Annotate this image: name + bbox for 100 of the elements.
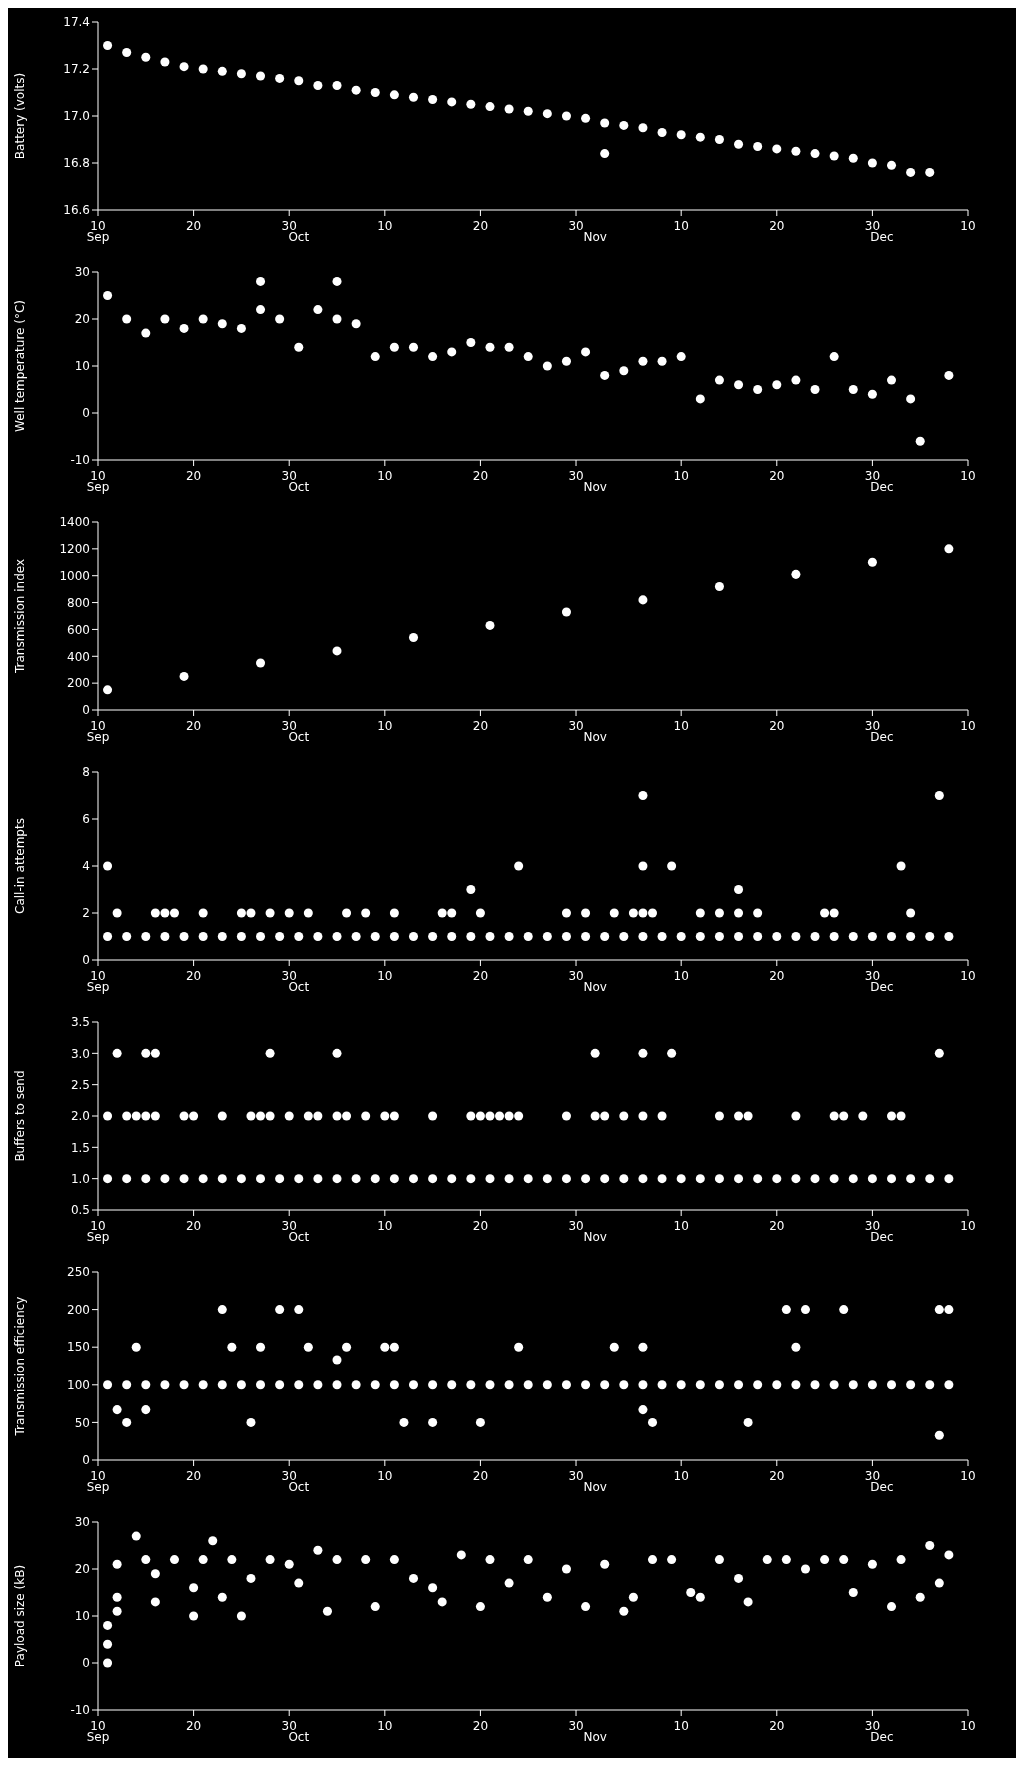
point (179, 323, 189, 333)
x2-tick-label: Sep (86, 729, 110, 744)
point (867, 389, 877, 399)
point (294, 931, 304, 942)
point (772, 144, 782, 154)
x-tick-label: 30 (568, 1219, 584, 1233)
point (189, 1111, 199, 1121)
y-tick-label: 10 (74, 1609, 90, 1624)
y-tick-label: 200 (67, 1302, 90, 1317)
point (275, 931, 285, 942)
point (217, 1174, 227, 1184)
x-tick-label: 20 (769, 1719, 785, 1733)
point (141, 328, 151, 338)
point (179, 671, 189, 681)
point (514, 1111, 524, 1121)
point (581, 908, 591, 918)
y-tick-label: 17.2 (63, 62, 90, 77)
point (131, 1342, 141, 1352)
point (256, 1380, 266, 1390)
point (638, 1405, 648, 1415)
point (447, 931, 457, 942)
point (906, 1174, 916, 1184)
point (179, 1380, 189, 1390)
x-tick-label: 20 (472, 1219, 489, 1233)
y-tick-label: 250 (67, 1265, 90, 1280)
x-tick-label: 10 (960, 1719, 976, 1733)
x-tick-label: 10 (377, 219, 393, 233)
point (504, 1380, 514, 1390)
point (638, 931, 648, 942)
point (294, 1174, 304, 1184)
point (313, 305, 323, 315)
point (867, 1174, 877, 1184)
point (275, 1305, 285, 1315)
point (466, 99, 476, 109)
point (389, 931, 399, 942)
x-tick-label: 20 (769, 1219, 785, 1233)
x2-tick-label: Sep (86, 479, 110, 494)
x2-tick-label: Sep (86, 1729, 110, 1744)
point (581, 1380, 591, 1390)
point (122, 314, 132, 324)
point (112, 908, 122, 918)
point (791, 375, 801, 385)
point (294, 1380, 304, 1390)
point (160, 908, 170, 918)
point (389, 1380, 399, 1390)
point (380, 1342, 390, 1352)
x-tick-label: 20 (185, 1219, 202, 1233)
x-tick-label: 10 (377, 1469, 393, 1483)
point (160, 1174, 170, 1184)
point (389, 342, 399, 352)
point (475, 1111, 485, 1121)
point (887, 1380, 897, 1390)
y-tick-label: 8 (82, 765, 90, 780)
point (734, 884, 744, 895)
point (351, 85, 361, 95)
point (160, 1380, 170, 1390)
point (848, 384, 858, 395)
point (600, 931, 610, 942)
y-tick-label: -10 (70, 1703, 90, 1718)
point (389, 90, 399, 100)
point (619, 1111, 629, 1121)
point (447, 347, 457, 357)
y-tick-label: 1.0 (70, 1171, 90, 1186)
point (370, 87, 380, 98)
point (791, 931, 801, 942)
point (370, 1380, 380, 1390)
point (408, 1174, 419, 1184)
point (150, 1048, 160, 1058)
point (887, 931, 897, 942)
point (227, 1342, 237, 1352)
point (906, 908, 916, 918)
point (714, 931, 724, 942)
point (743, 1417, 753, 1427)
point (542, 931, 552, 942)
point (714, 908, 724, 918)
point (638, 123, 648, 133)
point (428, 1111, 438, 1121)
y-tick-label: 100 (67, 1378, 90, 1393)
y-tick-label: 1200 (59, 542, 90, 557)
point (647, 908, 658, 918)
point (695, 1380, 705, 1390)
x2-tick-label: Nov (583, 1229, 607, 1244)
point (695, 132, 705, 142)
point (198, 1380, 208, 1390)
point (561, 908, 571, 918)
point (294, 1305, 304, 1315)
point (217, 66, 227, 76)
point (934, 1048, 944, 1058)
point (370, 1174, 380, 1184)
point (657, 356, 667, 366)
point (600, 1174, 610, 1184)
point (303, 1111, 313, 1121)
point (600, 1111, 610, 1121)
point (313, 1111, 323, 1121)
point (466, 884, 476, 895)
point (303, 1342, 313, 1352)
point (772, 1174, 782, 1184)
point (590, 1048, 600, 1058)
point (428, 352, 438, 362)
point (332, 314, 342, 324)
